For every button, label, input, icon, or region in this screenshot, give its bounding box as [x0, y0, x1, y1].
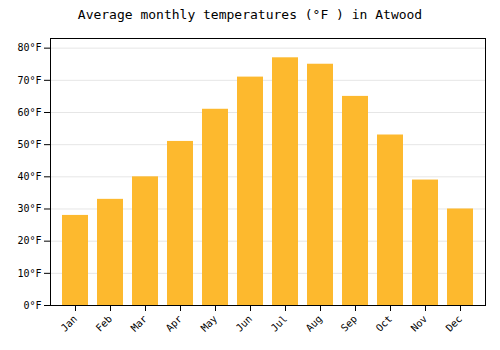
svg-text:50°F: 50°F — [17, 139, 41, 150]
svg-text:80°F: 80°F — [17, 42, 41, 53]
svg-text:40°F: 40°F — [17, 171, 41, 182]
svg-text:10°F: 10°F — [17, 268, 41, 279]
svg-text:60°F: 60°F — [17, 107, 41, 118]
svg-text:Apr: Apr — [164, 313, 185, 334]
svg-text:Jul: Jul — [269, 313, 290, 334]
svg-text:Mar: Mar — [129, 313, 150, 334]
svg-text:Jun: Jun — [234, 313, 255, 334]
svg-text:70°F: 70°F — [17, 75, 41, 86]
svg-text:Dec: Dec — [444, 313, 465, 334]
svg-text:Jan: Jan — [59, 313, 80, 334]
svg-text:Sep: Sep — [339, 313, 360, 334]
svg-text:Oct: Oct — [374, 313, 395, 334]
svg-text:0°F: 0°F — [23, 300, 41, 311]
svg-text:Feb: Feb — [94, 313, 115, 334]
svg-text:30°F: 30°F — [17, 203, 41, 214]
html-text:Average monthly temperatures (: Average monthly temperatures (°F ) in At… — [77, 7, 423, 22]
svg-text:May: May — [199, 313, 220, 334]
svg-text:Nov: Nov — [409, 313, 430, 334]
svg-text:20°F: 20°F — [17, 235, 41, 246]
svg-text:Aug: Aug — [304, 313, 325, 334]
